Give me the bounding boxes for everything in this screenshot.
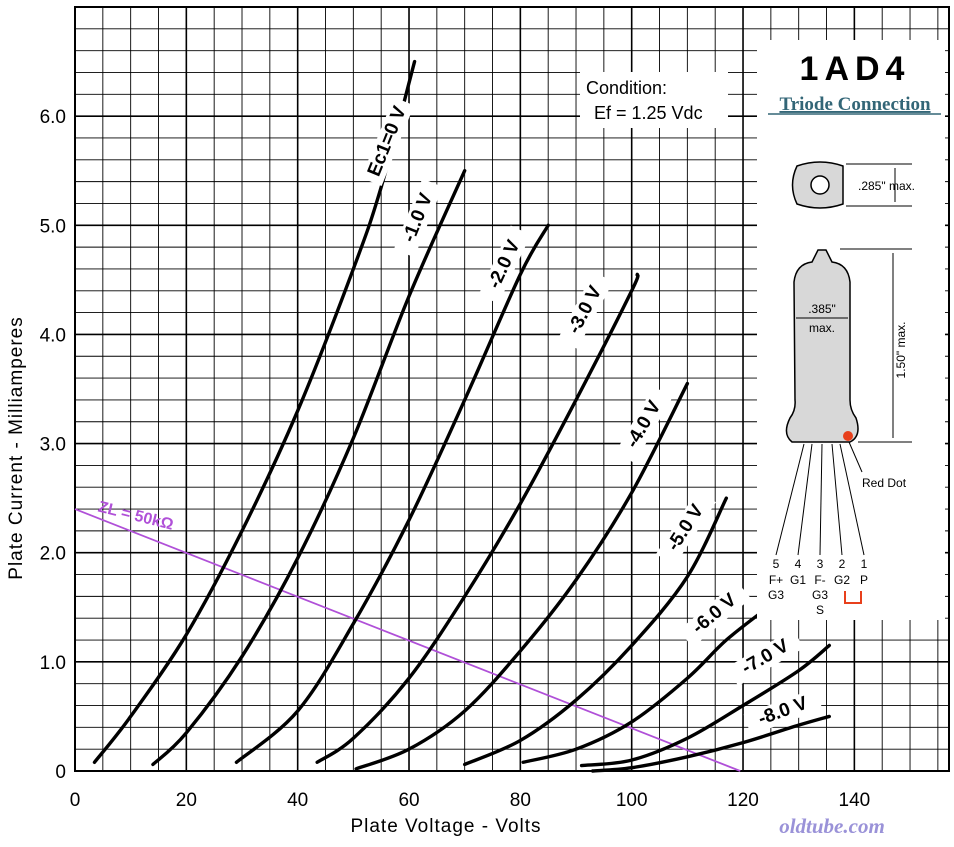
curve-label-group: -2.0 V	[478, 225, 531, 304]
red-dot-marker	[843, 431, 853, 441]
plate-curve	[234, 223, 550, 764]
curve-label-group: Ec1=0 V	[361, 97, 415, 187]
y-tick-label: 4.0	[40, 325, 66, 346]
plate-curve	[462, 496, 729, 767]
height-dimension: 1.50" max.	[894, 322, 908, 379]
tube-type-title: 1AD4	[800, 50, 911, 88]
pin-leads	[775, 443, 865, 556]
curve-label: Ec1=0 V	[364, 103, 411, 179]
watermark: oldtube.com	[779, 814, 885, 838]
pin-number-5: 5	[773, 557, 780, 571]
curve-label-group: -3.0 V	[557, 271, 614, 349]
curve-label-group: -8.0 V	[743, 688, 823, 736]
plate-pin-bracket	[844, 591, 862, 604]
curve-label-group: -1.0 V	[393, 178, 443, 258]
x-tick-label: 80	[510, 790, 531, 811]
curve-label: -1.0 V	[399, 190, 438, 245]
y-tick-label: 6.0	[40, 107, 66, 128]
x-axis-label: Plate Voltage - Volts	[350, 816, 541, 837]
curve-label-bg	[743, 688, 823, 736]
condition-filament: Ef = 1.25 Vdc	[594, 103, 703, 123]
pin-name-3-extra2: S	[816, 603, 824, 617]
y-tick-label: 0	[55, 762, 66, 783]
plate-curve	[521, 605, 770, 764]
x-tick-label: 60	[398, 790, 419, 811]
curve-label-bg	[361, 97, 415, 187]
curve-label-bg	[557, 271, 614, 349]
curve-label-bg	[727, 629, 804, 687]
pin-name-5: F+	[769, 573, 783, 587]
x-axis-ticks: 0 20 40 60 80 100 120 140	[70, 790, 871, 811]
tube-info-panel: 1AD4 Triode Connection .285" max. .385" …	[757, 40, 945, 620]
pin-name-4: G1	[790, 573, 806, 587]
plate-curve	[92, 59, 417, 764]
y-axis-ticks: 0 1.0 2.0 3.0 4.0 5.0 6.0	[40, 107, 66, 783]
pin-name-5-extra: G3	[768, 588, 784, 602]
plate-curve	[151, 169, 467, 767]
connection-label: Triode Connection	[779, 94, 931, 115]
curve-labels: Ec1=0 V-1.0 V-2.0 V-3.0 V-4.0 V-5.0 V-6.…	[361, 97, 823, 736]
diameter-dimension: .285" max.	[858, 179, 915, 193]
curve-label-group: -4.0 V	[615, 386, 673, 464]
x-tick-label: 0	[70, 790, 81, 811]
x-tick-label: 140	[839, 790, 871, 811]
plate-curves	[92, 59, 832, 773]
curve-label-bg	[393, 178, 443, 258]
pin-number-4: 4	[795, 557, 802, 571]
y-tick-label: 1.0	[40, 653, 66, 674]
pin-name-3-extra: G3	[812, 588, 828, 602]
y-tick-label: 5.0	[40, 216, 66, 237]
curve-label-group: -5.0 V	[656, 490, 716, 567]
red-dot-label: Red Dot	[862, 476, 907, 490]
pin-number-3: 3	[817, 557, 824, 571]
curve-label: -7.0 V	[738, 635, 793, 679]
pin-number-2: 2	[839, 557, 846, 571]
tube-side-view: .385" max. 1.50" max. Red Dot	[785, 248, 912, 490]
plate-curve	[591, 714, 832, 773]
x-tick-label: 120	[727, 790, 759, 811]
plate-curve	[315, 272, 640, 764]
curve-label-bg	[656, 490, 716, 567]
grid	[74, 6, 950, 772]
curve-label: -2.0 V	[484, 237, 525, 292]
pin-name-1: P	[860, 573, 868, 587]
plot-frame	[74, 6, 950, 772]
tube-top-view: .285" max.	[791, 161, 915, 209]
x-tick-label: 100	[616, 790, 648, 811]
plate-curve	[354, 381, 690, 771]
curve-label-bg	[615, 386, 673, 464]
pin-labels: 5 4 3 2 1 F+ G1 F- G2 P G3 G3 S	[768, 557, 868, 617]
load-line-path	[74, 508, 741, 772]
pin-number-1: 1	[861, 557, 868, 571]
x-tick-label: 20	[176, 790, 197, 811]
pin-name-2: G2	[834, 573, 850, 587]
y-tick-label: 3.0	[40, 435, 66, 456]
condition-box: Condition: Ef = 1.25 Vdc	[580, 72, 728, 128]
curve-label-bg	[678, 581, 751, 648]
y-tick-label: 2.0	[40, 544, 66, 565]
x-tick-label: 40	[287, 790, 308, 811]
width-dimension: .385"	[808, 302, 836, 316]
condition-title: Condition:	[586, 78, 667, 98]
load-line-label: ZL = 50kΩ	[96, 499, 175, 534]
width-dimension-max: max.	[809, 321, 835, 335]
curve-label-bg	[478, 225, 531, 304]
curve-label-group: -7.0 V	[727, 629, 804, 687]
y-axis-label: Plate Current - Milliamperes	[6, 316, 27, 579]
plate-curve	[579, 643, 832, 768]
pin-name-3: F-	[814, 573, 825, 587]
